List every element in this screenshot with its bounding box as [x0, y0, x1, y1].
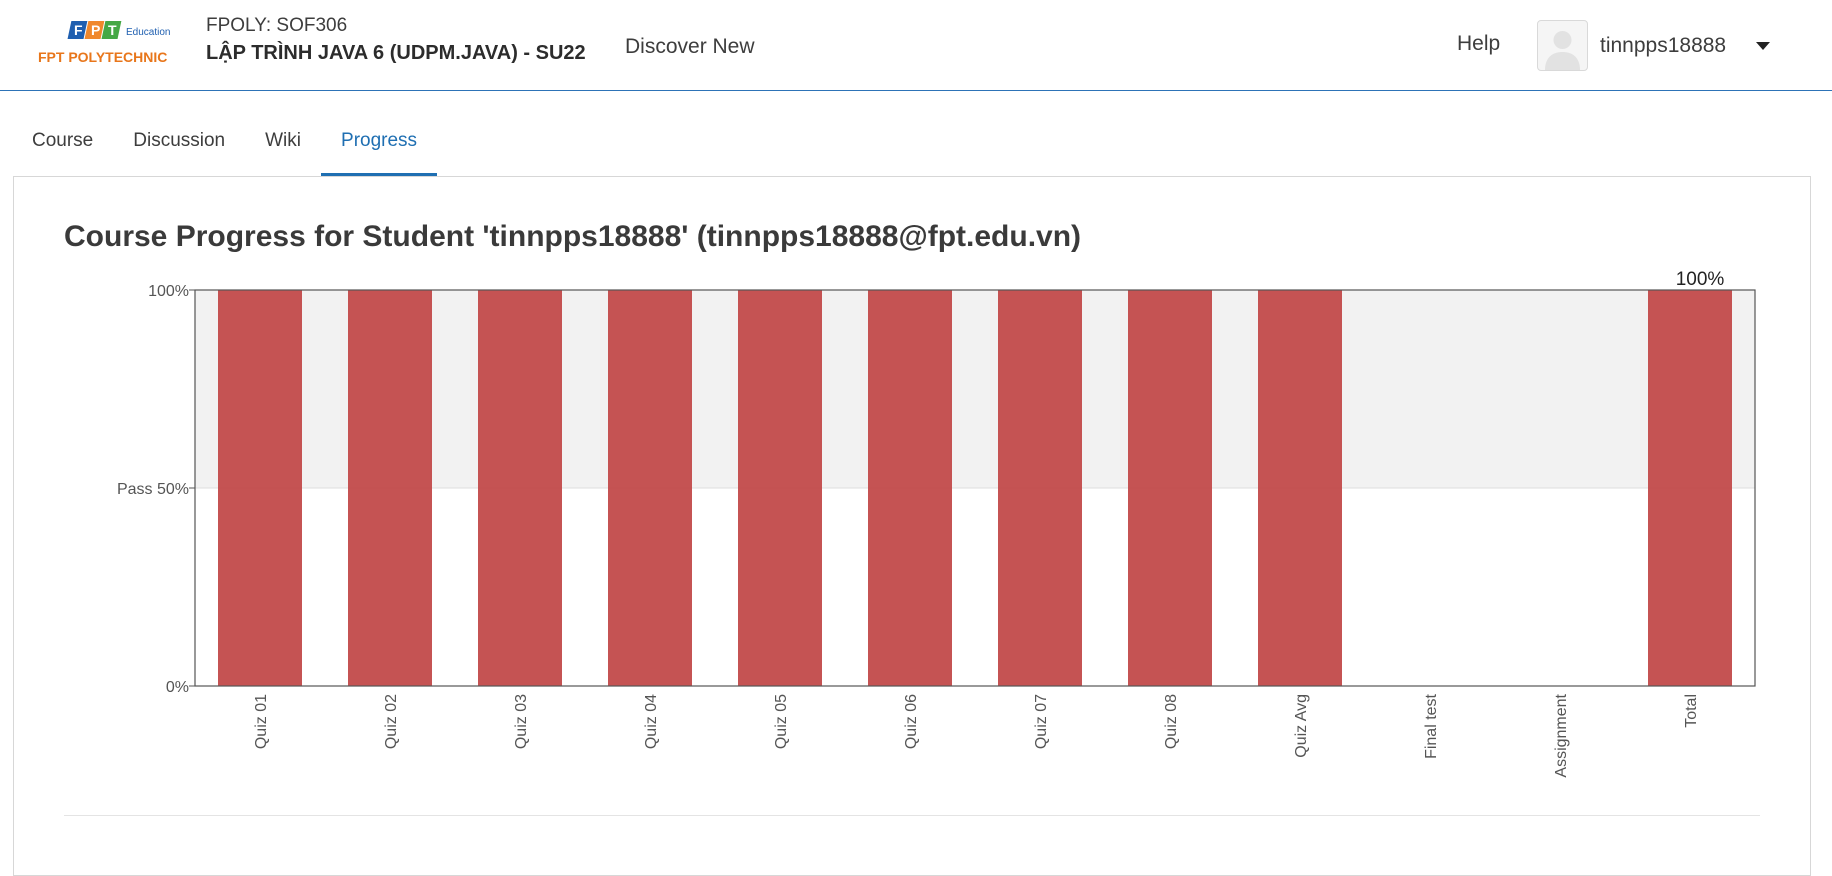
top-header: F P T Education FPT POLYTECHNIC FPOLY: S… — [0, 0, 1832, 91]
fpt-polytechnic-logo[interactable]: F P T Education FPT POLYTECHNIC — [36, 18, 182, 68]
chevron-down-icon[interactable] — [1756, 41, 1771, 50]
x-tick-label: Quiz 08 — [1163, 694, 1180, 749]
svg-text:F: F — [74, 22, 83, 38]
tab-course[interactable]: Course — [32, 130, 94, 151]
bar-quiz-06 — [868, 290, 952, 686]
y-tick-label: 100% — [148, 283, 189, 300]
bar-quiz-01 — [218, 290, 302, 686]
progress-chart: Quiz 01 Quiz 02 Quiz 03 Quiz 04 Quiz 05 Quiz … — [117, 269, 1756, 778]
x-tick-label: Quiz 04 — [643, 694, 660, 749]
bar-quiz-02 — [348, 290, 432, 686]
x-tick-label: Quiz 06 — [903, 694, 920, 749]
x-tick-label: Quiz 02 — [383, 694, 400, 749]
bar-quiz-03 — [478, 290, 562, 686]
tab-progress[interactable]: Progress — [321, 117, 438, 177]
user-silhouette-icon — [1545, 31, 1580, 70]
help-link[interactable]: Help — [1457, 32, 1501, 55]
bar-quiz-05 — [738, 290, 822, 686]
bar-total — [1648, 290, 1732, 686]
course-tabs: Course Discussion Wiki Progress — [12, 117, 438, 177]
page-title: Course Progress for Student 'tinnpps1888… — [64, 220, 1082, 253]
bar-quiz-08 — [1128, 290, 1212, 686]
x-tick-label: Quiz 07 — [1033, 694, 1050, 749]
x-tick-label: Quiz 05 — [773, 694, 790, 749]
y-tick-label: Pass 50% — [117, 481, 189, 498]
course-org: FPOLY: SOF306 — [206, 15, 348, 36]
svg-text:FPT POLYTECHNIC: FPT POLYTECHNIC — [38, 49, 167, 65]
y-tick-label: 0% — [166, 679, 189, 696]
bar-quiz-07 — [998, 290, 1082, 686]
course-title: LẬP TRÌNH JAVA 6 (UDPM.JAVA) - SU22 — [206, 42, 586, 64]
data-label: 100% — [1676, 269, 1725, 290]
bar-quiz-avg — [1258, 290, 1342, 686]
username[interactable]: tinnpps18888 — [1600, 33, 1727, 57]
discover-new-link[interactable]: Discover New — [625, 35, 755, 58]
x-tick-label: Quiz 01 — [253, 694, 270, 749]
tab-discussion[interactable]: Discussion — [133, 130, 226, 151]
x-tick-label: Assignment — [1553, 693, 1570, 777]
tab-wiki[interactable]: Wiki — [265, 130, 302, 151]
svg-text:Education: Education — [126, 27, 170, 38]
x-tick-label: Final test — [1423, 693, 1440, 758]
x-tick-label: Quiz 03 — [513, 694, 530, 749]
avatar[interactable] — [1537, 20, 1588, 71]
bar-quiz-04 — [608, 290, 692, 686]
pass-band — [195, 290, 1755, 488]
svg-text:P: P — [91, 22, 100, 38]
svg-text:T: T — [108, 22, 117, 38]
user-menu[interactable]: tinnpps18888 — [1537, 19, 1771, 72]
x-tick-label: Quiz Avg — [1293, 694, 1310, 758]
x-tick-label: Total — [1683, 694, 1700, 728]
divider — [64, 815, 1760, 816]
